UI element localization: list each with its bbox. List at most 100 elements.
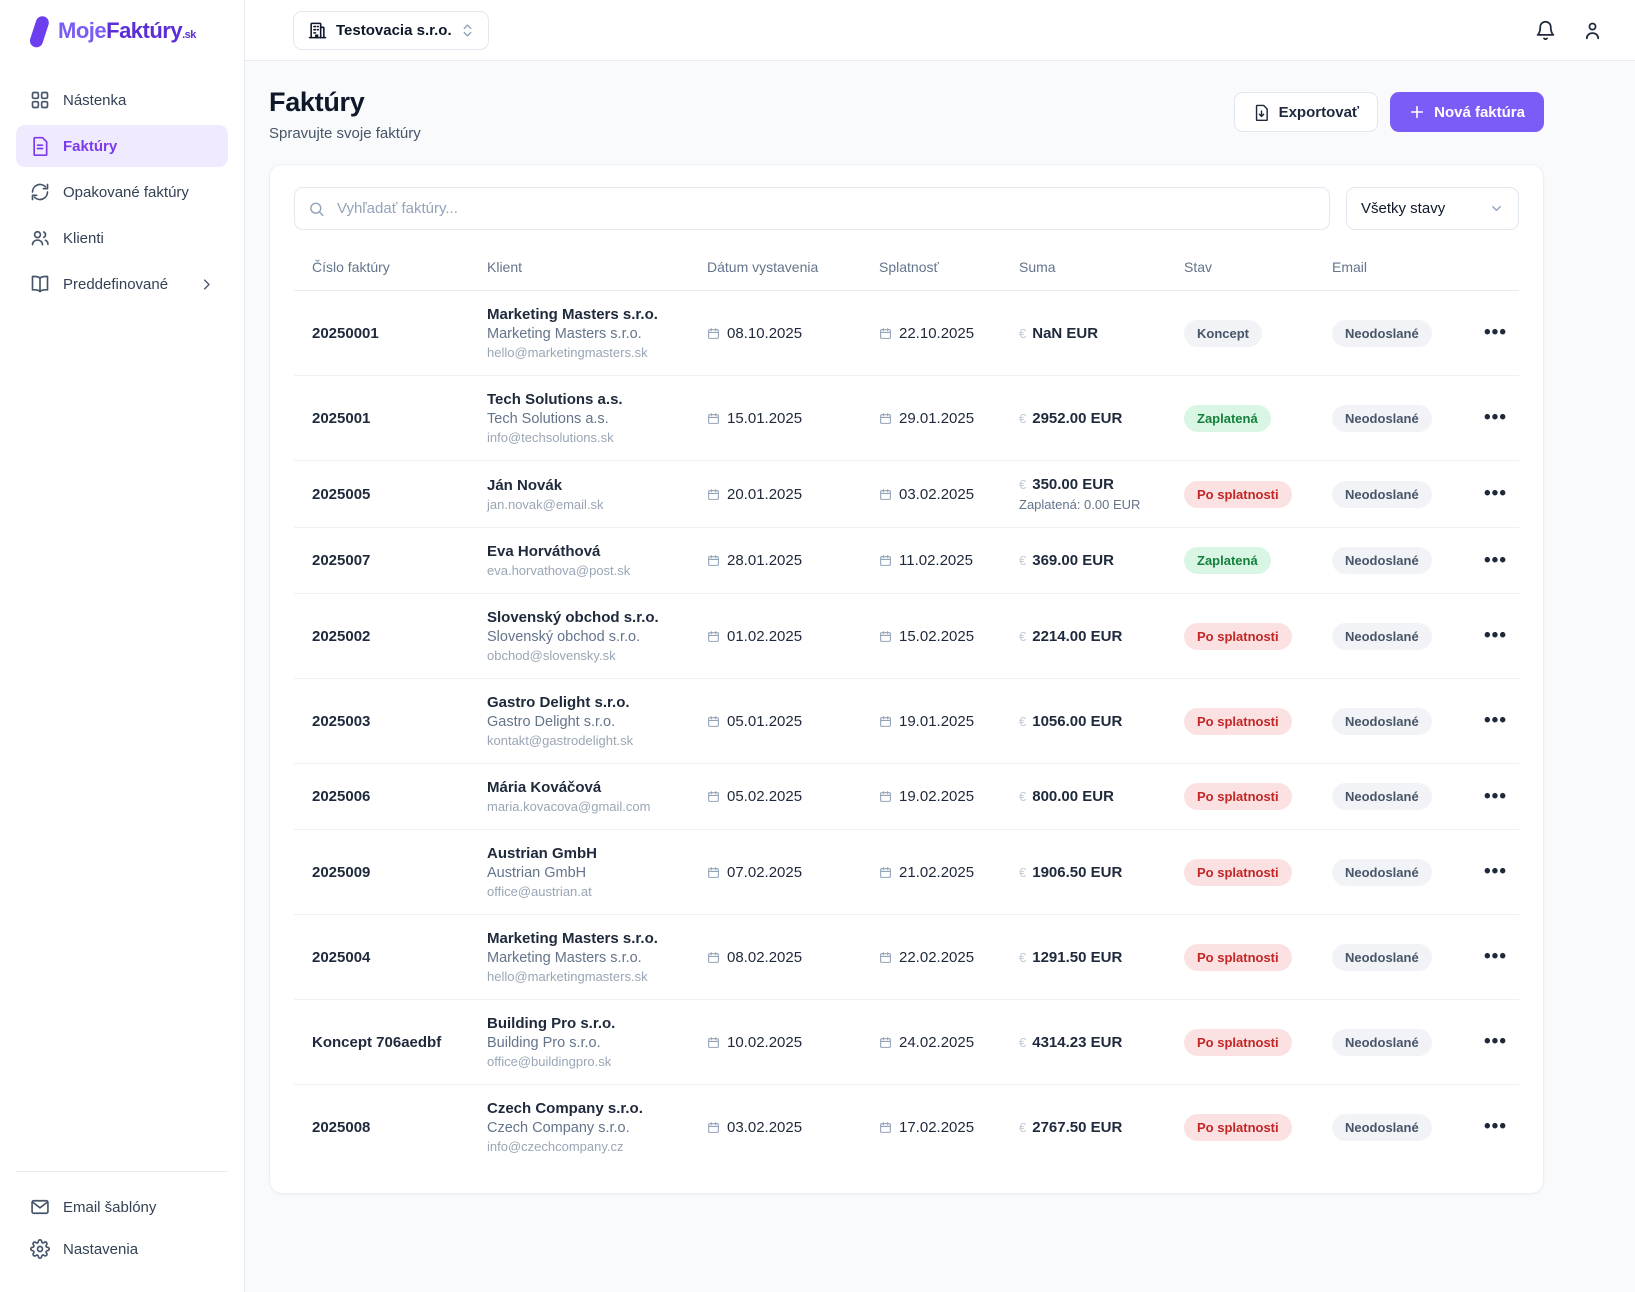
company-selector[interactable]: Testovacia s.r.o. (293, 11, 489, 50)
sidebar-bottom: Email šablóny Nastavenia (16, 1171, 228, 1292)
client-email: info@czechcompany.cz (487, 1139, 707, 1154)
row-menu-button[interactable]: ••• (1484, 787, 1507, 806)
calendar-icon (879, 630, 892, 643)
table-row[interactable]: 2025005 Ján Novák jan.novak@email.sk 20.… (294, 461, 1519, 528)
table-row[interactable]: Koncept 706aedbf Building Pro s.r.o. Bui… (294, 1000, 1519, 1085)
client-name: Gastro Delight s.r.o. (487, 694, 707, 711)
client-cell: Building Pro s.r.o. Building Pro s.r.o. … (487, 1015, 707, 1069)
amount-cell: € 2952.00 EUR (1019, 410, 1184, 427)
client-cell: Tech Solutions a.s. Tech Solutions a.s. … (487, 391, 707, 445)
table-row[interactable]: 2025006 Mária Kováčová maria.kovacova@gm… (294, 764, 1519, 830)
amount: 1291.50 EUR (1032, 949, 1122, 966)
euro-icon: € (1019, 326, 1026, 341)
row-menu-button[interactable]: ••• (1484, 626, 1507, 645)
issue-date: 03.02.2025 (707, 1119, 879, 1136)
row-menu-button[interactable]: ••• (1484, 947, 1507, 966)
calendar-icon (707, 866, 720, 879)
calendar-icon (707, 715, 720, 728)
row-menu-button[interactable]: ••• (1484, 323, 1507, 342)
email-status-cell: Neodoslané (1332, 481, 1464, 508)
due-date: 03.02.2025 (879, 486, 1019, 503)
user-icon (1582, 20, 1603, 41)
table-row[interactable]: 2025003 Gastro Delight s.r.o. Gastro Del… (294, 679, 1519, 764)
bell-icon (1535, 20, 1556, 41)
client-cell: Marketing Masters s.r.o. Marketing Maste… (487, 306, 707, 360)
amount: 369.00 EUR (1032, 552, 1114, 569)
new-invoice-button[interactable]: Nová faktúra (1390, 92, 1544, 132)
calendar-icon (879, 488, 892, 501)
sidebar-item-nastavenia[interactable]: Nastavenia (16, 1228, 228, 1270)
row-menu-button[interactable]: ••• (1484, 551, 1507, 570)
row-menu-button[interactable]: ••• (1484, 484, 1507, 503)
status-badge: Zaplatená (1184, 405, 1271, 432)
notifications-button[interactable] (1535, 20, 1556, 41)
row-menu-button[interactable]: ••• (1484, 408, 1507, 427)
table-row[interactable]: 2025004 Marketing Masters s.r.o. Marketi… (294, 915, 1519, 1000)
invoice-number: 2025004 (312, 949, 487, 966)
client-cell: Slovenský obchod s.r.o. Slovenský obchod… (487, 609, 707, 663)
email-status-badge: Neodoslané (1332, 481, 1432, 508)
email-status-badge: Neodoslané (1332, 708, 1432, 735)
due-date: 15.02.2025 (879, 628, 1019, 645)
row-menu-button[interactable]: ••• (1484, 1117, 1507, 1136)
sidebar-item-preddefinovane[interactable]: Preddefinované (16, 263, 228, 305)
sidebar-item-email-sablony[interactable]: Email šablóny (16, 1186, 228, 1228)
status-filter-select[interactable]: Všetky stavy (1346, 187, 1519, 230)
invoice-number: 2025009 (312, 864, 487, 881)
main-area: Testovacia s.r.o. Faktúry Spravujte svoj… (245, 0, 1635, 1292)
calendar-icon (707, 488, 720, 501)
amount-cell: € NaN EUR (1019, 325, 1184, 342)
search-input[interactable] (294, 187, 1330, 230)
gear-icon (30, 1239, 50, 1259)
row-menu-button[interactable]: ••• (1484, 711, 1507, 730)
topbar: Testovacia s.r.o. (245, 0, 1635, 61)
table-row[interactable]: 2025008 Czech Company s.r.o. Czech Compa… (294, 1085, 1519, 1169)
row-menu-button[interactable]: ••• (1484, 862, 1507, 881)
sidebar-item-opakovane[interactable]: Opakované faktúry (16, 171, 228, 213)
calendar-icon (707, 951, 720, 964)
email-status-badge: Neodoslané (1332, 783, 1432, 810)
repeat-icon (30, 182, 50, 202)
euro-icon: € (1019, 950, 1026, 965)
calendar-icon (879, 715, 892, 728)
email-status-badge: Neodoslané (1332, 320, 1432, 347)
amount: 800.00 EUR (1032, 788, 1114, 805)
issue-date: 05.02.2025 (707, 788, 879, 805)
email-status-cell: Neodoslané (1332, 623, 1464, 650)
client-name: Marketing Masters s.r.o. (487, 930, 707, 947)
sidebar-item-klienti[interactable]: Klienti (16, 217, 228, 259)
column-header: Stav (1184, 259, 1332, 275)
invoice-number: 2025002 (312, 628, 487, 645)
table-row[interactable]: 20250001 Marketing Masters s.r.o. Market… (294, 291, 1519, 376)
clients-icon (30, 228, 50, 248)
sidebar-item-nastenka[interactable]: Nástenka (16, 79, 228, 121)
amount-cell: € 2214.00 EUR (1019, 628, 1184, 645)
issue-date: 20.01.2025 (707, 486, 879, 503)
row-menu-button[interactable]: ••• (1484, 1032, 1507, 1051)
table-row[interactable]: 2025001 Tech Solutions a.s. Tech Solutio… (294, 376, 1519, 461)
column-header: Splatnosť (879, 259, 1019, 275)
status-badge: Po splatnosti (1184, 859, 1292, 886)
logo[interactable]: MojeFaktúry.sk (0, 0, 244, 61)
user-menu-button[interactable] (1582, 20, 1603, 41)
table-row[interactable]: 2025007 Eva Horváthová eva.horvathova@po… (294, 528, 1519, 594)
amount: NaN EUR (1032, 325, 1098, 342)
sidebar-item-faktury[interactable]: Faktúry (16, 125, 228, 167)
status-badge: Po splatnosti (1184, 708, 1292, 735)
status-badge: Po splatnosti (1184, 623, 1292, 650)
client-company: Building Pro s.r.o. (487, 1035, 707, 1051)
status-badge: Po splatnosti (1184, 481, 1292, 508)
status-badge: Koncept (1184, 320, 1262, 347)
client-name: Building Pro s.r.o. (487, 1015, 707, 1032)
amount-cell: € 800.00 EUR (1019, 788, 1184, 805)
amount: 2214.00 EUR (1032, 628, 1122, 645)
client-email: hello@marketingmasters.sk (487, 345, 707, 360)
calendar-icon (707, 1036, 720, 1049)
status-cell: Po splatnosti (1184, 1029, 1332, 1056)
client-company: Marketing Masters s.r.o. (487, 326, 707, 342)
table-row[interactable]: 2025009 Austrian GmbH Austrian GmbH offi… (294, 830, 1519, 915)
table-row[interactable]: 2025002 Slovenský obchod s.r.o. Slovensk… (294, 594, 1519, 679)
export-button[interactable]: Exportovať (1234, 92, 1379, 132)
email-status-cell: Neodoslané (1332, 1029, 1464, 1056)
client-company: Austrian GmbH (487, 865, 707, 881)
